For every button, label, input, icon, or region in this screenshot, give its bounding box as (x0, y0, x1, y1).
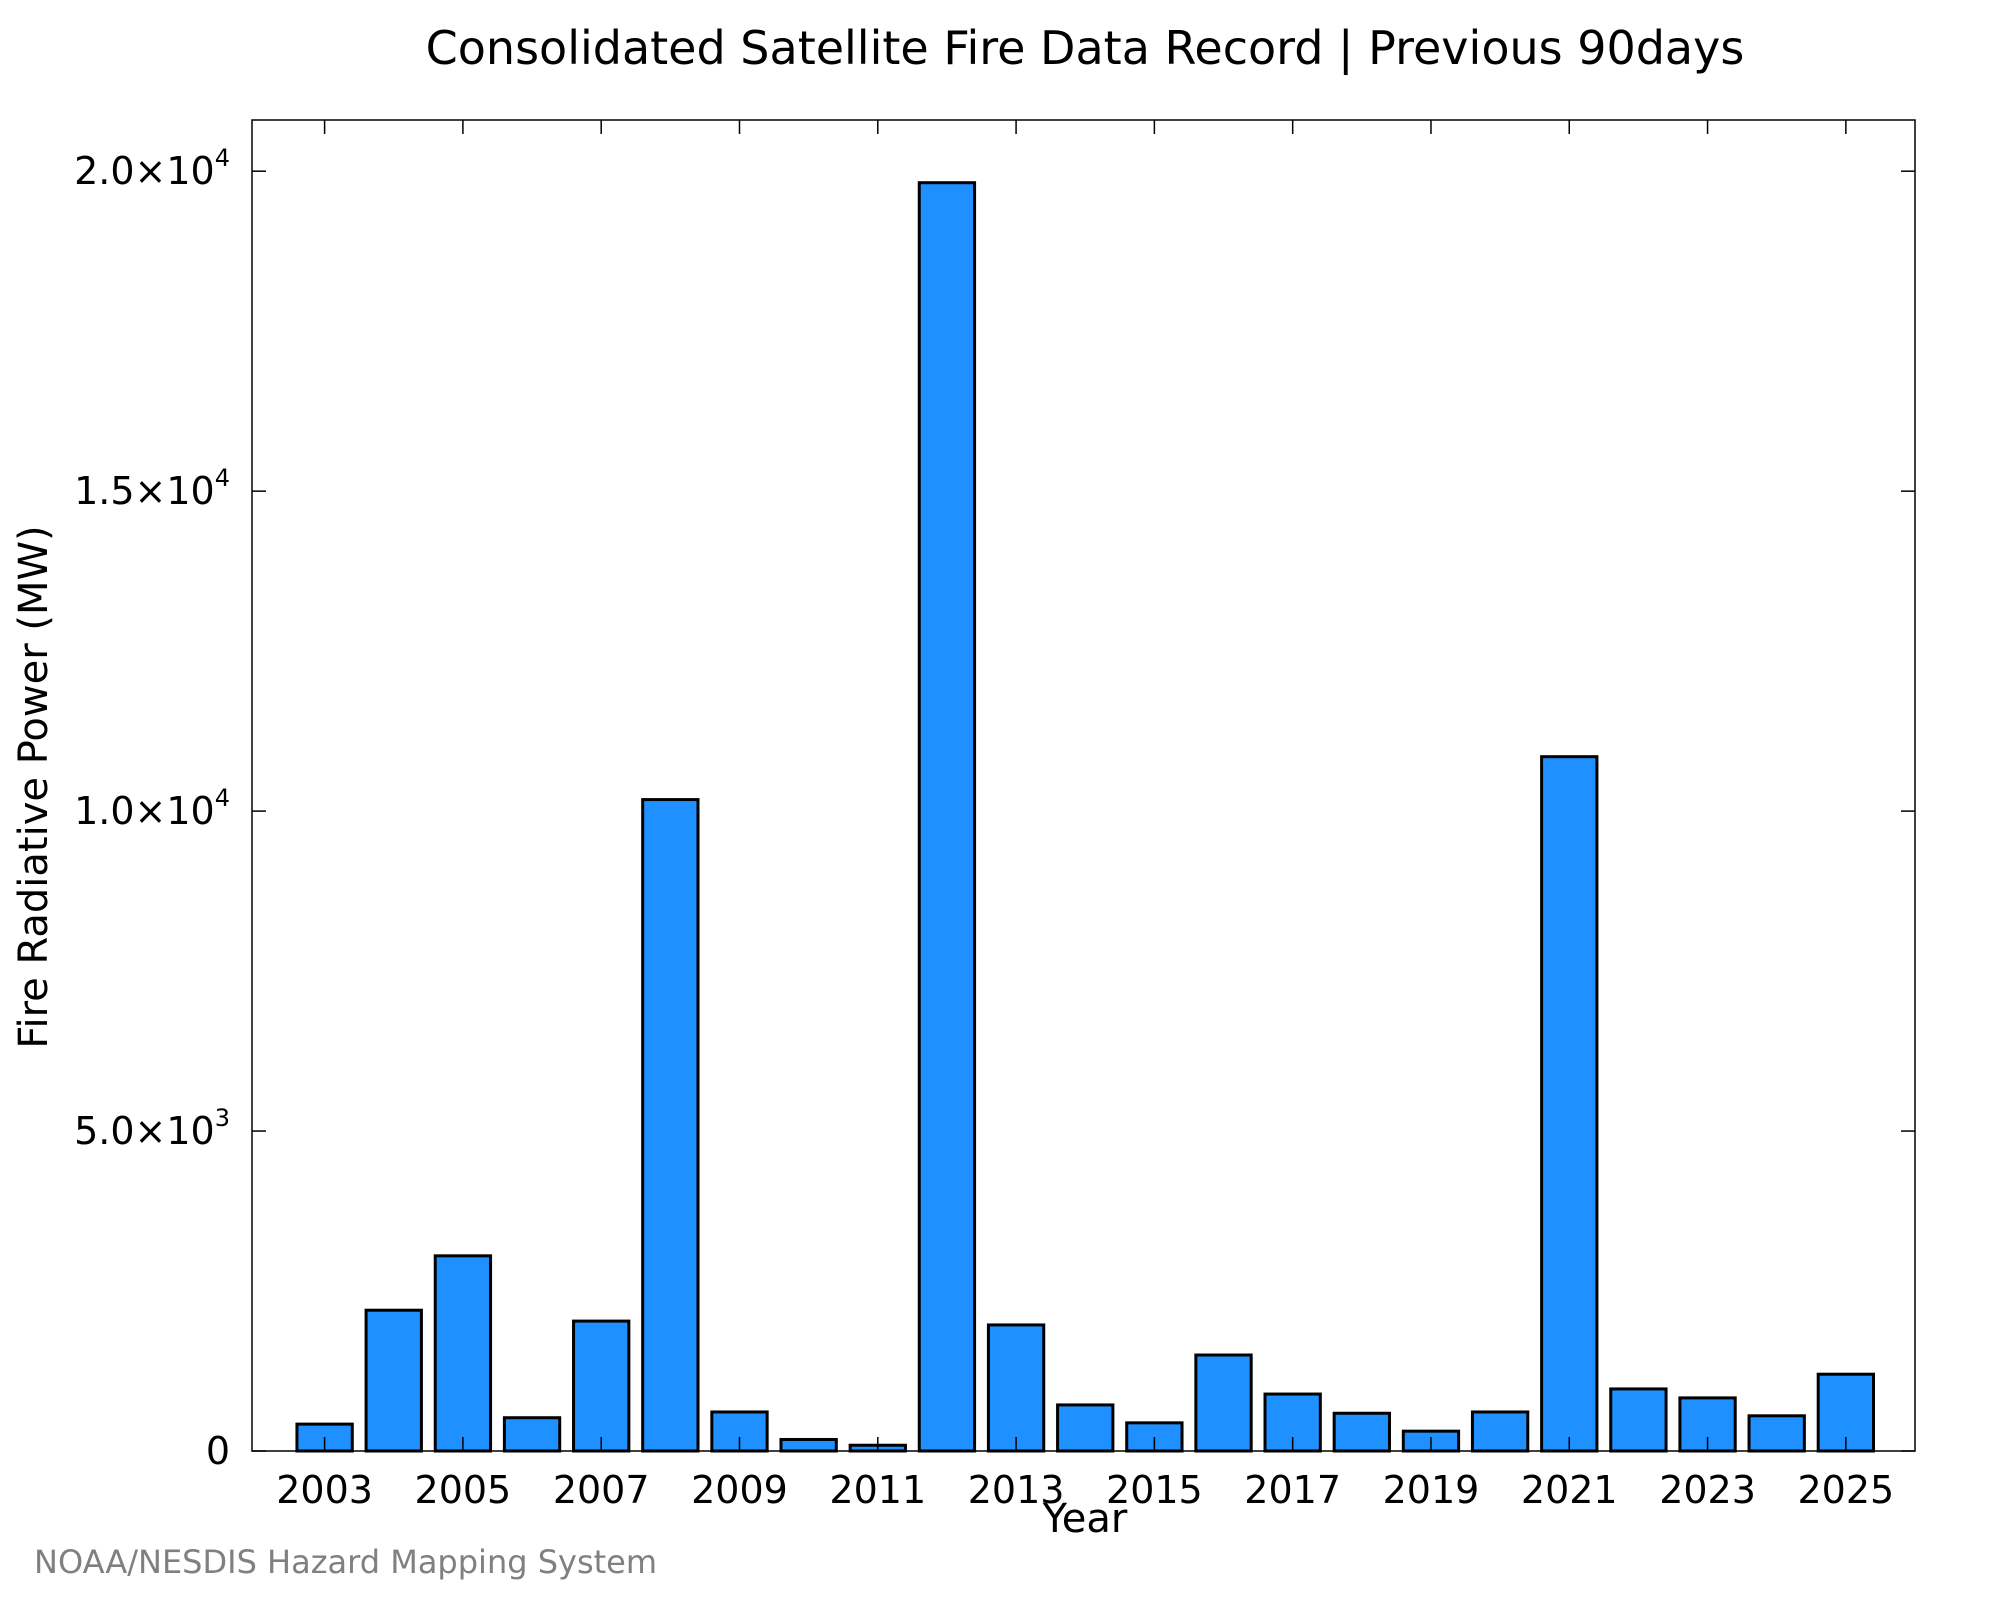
bar-2018 (1332, 1411, 1391, 1453)
bar-2014 (1056, 1403, 1115, 1453)
x-tick-label: 2023 (1659, 1468, 1756, 1512)
x-tick-label: 2005 (415, 1468, 512, 1512)
x-tick-label: 2013 (968, 1468, 1065, 1512)
y-tick-label: 1.0×104 (74, 784, 230, 833)
bar-2012 (917, 181, 977, 1453)
footer-credit: NOAA/NESDIS Hazard Mapping System (34, 1543, 657, 1581)
y-axis: 0 5.0×103 1.0×104 1.5×104 2.0×104 (74, 144, 1915, 1473)
x-tick-label: 2019 (1383, 1468, 1480, 1512)
bar-2013 (986, 1323, 1046, 1453)
x-axis: 2003 2005 2007 2009 2011 2013 2015 2017 2019 2021… (276, 120, 1894, 1512)
bar-2010 (779, 1437, 838, 1453)
x-tick-label: 2025 (1797, 1468, 1894, 1512)
bar-2022 (1609, 1387, 1668, 1453)
x-tick-label: 2011 (829, 1468, 926, 1512)
x-tick-label: 2003 (276, 1468, 373, 1512)
x-tick-label: 2021 (1521, 1468, 1618, 1512)
chart-title: Consolidated Satellite Fire Data Record … (426, 21, 1745, 76)
bar-2020 (1470, 1410, 1530, 1453)
bar-2005 (433, 1254, 493, 1453)
bar-2004 (364, 1308, 423, 1453)
x-tick-label: 2007 (553, 1468, 650, 1512)
bar-2024 (1747, 1414, 1806, 1453)
y-tick-label: 2.0×104 (74, 144, 230, 193)
bar-2021 (1540, 755, 1599, 1453)
x-tick-label: 2017 (1244, 1468, 1341, 1512)
bar-2008 (641, 798, 700, 1453)
y-axis-label: Fire Radiative Power (MW) (11, 525, 57, 1048)
x-tick-label: 2015 (1106, 1468, 1203, 1512)
x-axis-label: Year (1042, 1496, 1128, 1542)
y-tick-label: 0 (206, 1429, 230, 1473)
bar-2016 (1194, 1353, 1253, 1453)
y-tick-label: 5.0×103 (74, 1104, 230, 1153)
plot-frame (251, 119, 1916, 1452)
x-tick-label: 2009 (691, 1468, 788, 1512)
y-tick-label: 1.5×104 (74, 464, 230, 513)
plot-area (295, 181, 1876, 1453)
bar-2007 (572, 1319, 631, 1453)
bar-2006 (502, 1416, 562, 1453)
